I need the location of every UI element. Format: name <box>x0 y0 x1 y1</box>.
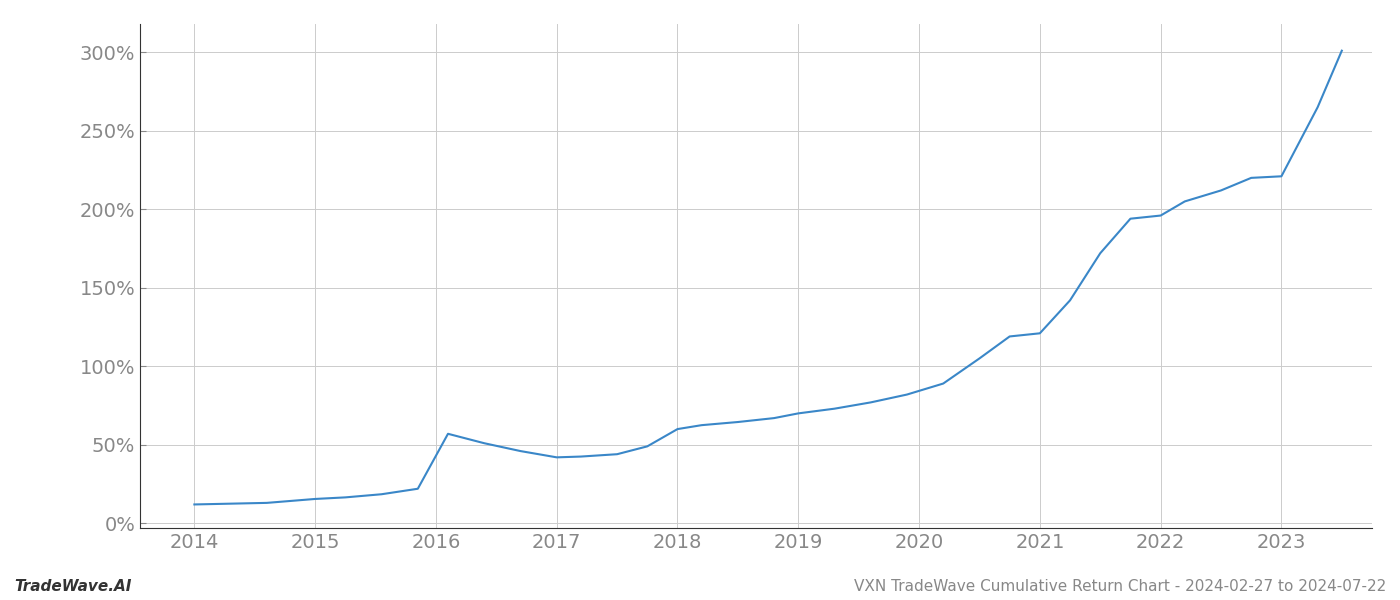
Text: VXN TradeWave Cumulative Return Chart - 2024-02-27 to 2024-07-22: VXN TradeWave Cumulative Return Chart - … <box>854 579 1386 594</box>
Text: TradeWave.AI: TradeWave.AI <box>14 579 132 594</box>
